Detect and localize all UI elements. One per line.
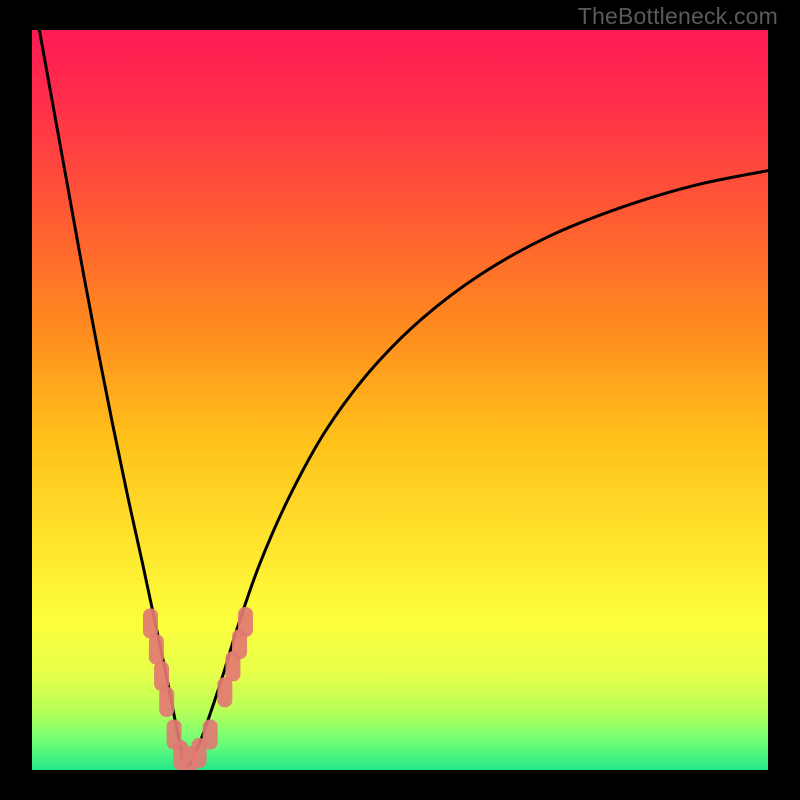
gradient-background (32, 30, 768, 770)
stage: TheBottleneck.com (0, 0, 800, 800)
data-marker (217, 677, 232, 707)
data-marker (154, 661, 169, 691)
data-marker (203, 719, 218, 749)
data-marker (159, 687, 174, 717)
data-marker (143, 608, 158, 638)
plot-svg (32, 30, 768, 770)
frame-right (768, 0, 800, 800)
frame-left (0, 0, 32, 800)
data-marker (238, 607, 253, 637)
frame-bottom (0, 770, 800, 800)
watermark-text: TheBottleneck.com (578, 3, 778, 30)
data-marker (149, 634, 164, 664)
plot-area (32, 30, 768, 770)
